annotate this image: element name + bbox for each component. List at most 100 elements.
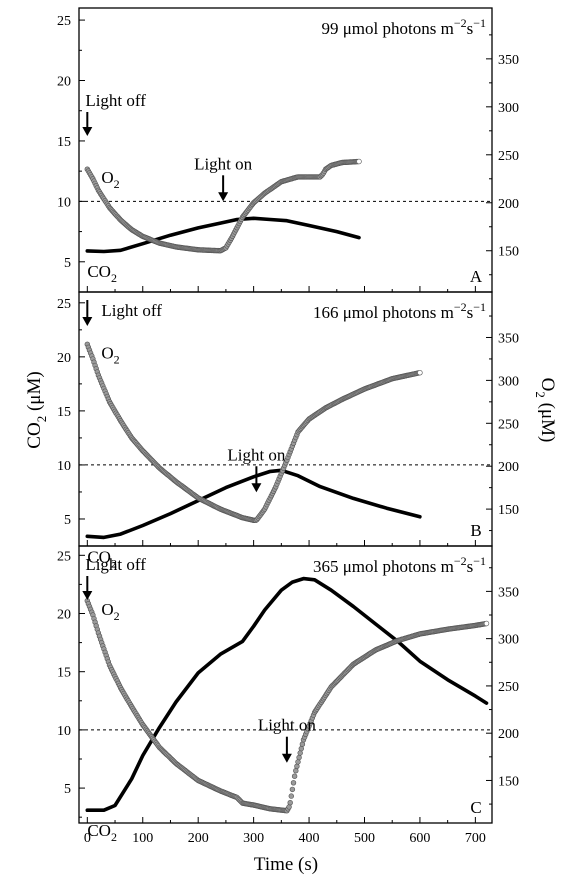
panel-letter: A xyxy=(470,267,483,286)
o2-point xyxy=(299,741,306,747)
panel-frame xyxy=(78,545,493,824)
y-tick-label-left: 25 xyxy=(57,549,71,564)
x-tick-label: 0 xyxy=(84,831,91,846)
y-tick-label-right: 250 xyxy=(498,417,519,432)
series-o2-markers xyxy=(84,341,423,523)
x-tick-label: 200 xyxy=(188,831,209,846)
o2-point xyxy=(293,767,299,774)
y-tick-label-right: 250 xyxy=(498,149,519,164)
intensity-mid: s xyxy=(467,303,474,322)
intensity-main: 365 μmol photons m xyxy=(313,557,454,576)
intensity-mid: s xyxy=(467,19,474,38)
x-axis-label: Time (s) xyxy=(254,854,318,875)
o2-point xyxy=(288,793,294,799)
light-on-label: Light on xyxy=(227,445,286,464)
y-tick-label-left: 15 xyxy=(57,405,71,420)
light-off-label: Light off xyxy=(85,555,146,574)
y-tick-label-right: 300 xyxy=(498,374,519,389)
y-tick-label-left: 20 xyxy=(57,75,71,90)
o2-point xyxy=(297,750,303,756)
series-o2-markers xyxy=(84,158,362,254)
series-co2-line xyxy=(85,468,422,540)
panel-b: 5 10 15 20 25 150 200 250 300 350 166 μmol photons… xyxy=(57,291,519,570)
panel-letter: B xyxy=(470,521,481,540)
x-tick-label: 400 xyxy=(299,831,320,846)
y-tick-label-right: 200 xyxy=(498,197,519,212)
intensity-exp1: −2 xyxy=(454,16,467,30)
intensity-exp2: −1 xyxy=(473,554,486,568)
co2-series-label: CO2 xyxy=(87,547,117,570)
x-tick-label: 700 xyxy=(465,831,486,846)
o2-point xyxy=(287,799,293,806)
light-off-label: Light off xyxy=(85,91,146,110)
y-tick-label-left: 15 xyxy=(57,135,71,150)
y-tick-label-right: 250 xyxy=(498,680,519,695)
intensity-exp1: −2 xyxy=(454,554,467,568)
o2-series-label: O2 xyxy=(101,168,119,191)
o2-point xyxy=(298,745,304,752)
x-tick-label: 600 xyxy=(409,831,430,846)
intensity-exp1: −2 xyxy=(454,300,467,314)
light-off-arrow-head xyxy=(82,127,93,136)
light-off-arrow-head xyxy=(82,591,93,600)
series-co2-line xyxy=(85,216,361,254)
light-on-arrow-head xyxy=(218,192,229,202)
intensity-mid: s xyxy=(467,557,474,576)
o2-series-label: O2 xyxy=(101,343,119,366)
y-tick-label-right: 200 xyxy=(498,727,519,742)
y-tick-label-right: 150 xyxy=(498,245,519,260)
o2-series-label: O2 xyxy=(101,600,119,623)
light-on-arrow-head xyxy=(251,483,262,493)
y-axis-label-left: CO2 (μM) xyxy=(24,371,49,448)
y-tick-label-left: 25 xyxy=(57,297,71,312)
o2-point xyxy=(291,773,298,779)
x-tick-label: 500 xyxy=(354,831,375,846)
y-tick-label-left: 5 xyxy=(64,256,71,271)
y-tick-label-left: 5 xyxy=(64,513,71,528)
panel-a: 5 10 15 20 25 150 200 250 300 350 99 μmol photons … xyxy=(57,7,519,293)
y-tick-label-left: 10 xyxy=(57,724,71,739)
o2-point xyxy=(289,786,296,793)
panel-letter: C xyxy=(470,798,481,817)
panel-c: 5 10 15 20 25 150 200 250 300 350 0 100 200 300 400 500… xyxy=(57,545,519,846)
co2-series-label: CO2 xyxy=(87,821,117,844)
y-tick-label-right: 350 xyxy=(498,585,519,600)
y-tick-label-left: 25 xyxy=(57,14,71,29)
y-tick-label-right: 350 xyxy=(498,331,519,346)
o2-point xyxy=(294,763,300,769)
panel-frame xyxy=(78,291,493,547)
intensity-main: 166 μmol photons m xyxy=(313,303,454,322)
x-tick-label: 300 xyxy=(243,831,264,846)
light-on-arrow-head xyxy=(281,753,292,763)
light-on-label: Light on xyxy=(194,154,253,173)
o2-point xyxy=(483,620,490,627)
series-co2-line xyxy=(85,576,489,812)
o2-point xyxy=(295,759,301,765)
panel-frame xyxy=(78,7,493,293)
y-tick-label-right: 200 xyxy=(498,460,519,475)
light-intensity-label: 166 μmol photons m−2s−1 xyxy=(313,300,486,322)
intensity-exp2: −1 xyxy=(473,16,486,30)
y-tick-label-left: 10 xyxy=(57,195,71,210)
light-off-label: Light off xyxy=(101,301,162,320)
y-tick-label-left: 20 xyxy=(57,608,71,623)
y-tick-label-left: 5 xyxy=(64,782,71,797)
o2-point xyxy=(356,158,362,165)
intensity-exp2: −1 xyxy=(473,300,486,314)
y-tick-label-right: 300 xyxy=(498,633,519,648)
light-off-arrow-head xyxy=(82,317,93,326)
o2-point xyxy=(296,754,302,761)
light-intensity-label: 99 μmol photons m−2s−1 xyxy=(321,16,486,38)
o2-point xyxy=(417,370,423,376)
y-tick-label-right: 350 xyxy=(498,53,519,68)
o2-point xyxy=(290,780,297,786)
y-tick-label-right: 150 xyxy=(498,774,519,789)
y-tick-label-right: 150 xyxy=(498,503,519,518)
light-intensity-label: 365 μmol photons m−2s−1 xyxy=(313,554,486,576)
y-tick-label-right: 300 xyxy=(498,101,519,116)
y-tick-label-left: 10 xyxy=(57,459,71,474)
intensity-main: 99 μmol photons m xyxy=(321,19,453,38)
series-o2-markers xyxy=(84,598,490,814)
light-on-label: Light on xyxy=(258,716,317,735)
